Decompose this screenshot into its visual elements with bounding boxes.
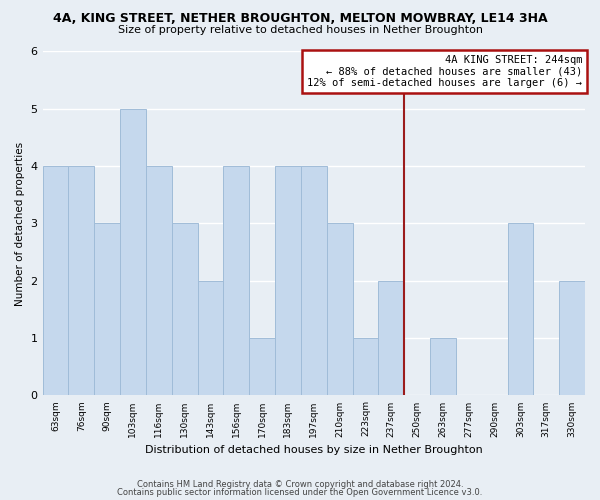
Bar	[94, 224, 120, 396]
Text: 4A, KING STREET, NETHER BROUGHTON, MELTON MOWBRAY, LE14 3HA: 4A, KING STREET, NETHER BROUGHTON, MELTO…	[53, 12, 547, 26]
Bar	[559, 281, 585, 396]
Bar	[326, 224, 353, 396]
Bar	[430, 338, 456, 396]
X-axis label: Distribution of detached houses by size in Nether Broughton: Distribution of detached houses by size …	[145, 445, 482, 455]
Bar	[275, 166, 301, 396]
Text: 4A KING STREET: 244sqm
← 88% of detached houses are smaller (43)
12% of semi-det: 4A KING STREET: 244sqm ← 88% of detached…	[307, 55, 582, 88]
Bar	[379, 281, 404, 396]
Bar	[223, 166, 249, 396]
Bar	[172, 224, 197, 396]
Text: Contains public sector information licensed under the Open Government Licence v3: Contains public sector information licen…	[118, 488, 482, 497]
Text: Size of property relative to detached houses in Nether Broughton: Size of property relative to detached ho…	[118, 25, 482, 35]
Bar	[197, 281, 223, 396]
Bar	[120, 109, 146, 396]
Bar	[146, 166, 172, 396]
Bar	[508, 224, 533, 396]
Bar	[249, 338, 275, 396]
Bar	[301, 166, 326, 396]
Bar	[353, 338, 379, 396]
Y-axis label: Number of detached properties: Number of detached properties	[15, 142, 25, 306]
Text: Contains HM Land Registry data © Crown copyright and database right 2024.: Contains HM Land Registry data © Crown c…	[137, 480, 463, 489]
Bar	[43, 166, 68, 396]
Bar	[68, 166, 94, 396]
